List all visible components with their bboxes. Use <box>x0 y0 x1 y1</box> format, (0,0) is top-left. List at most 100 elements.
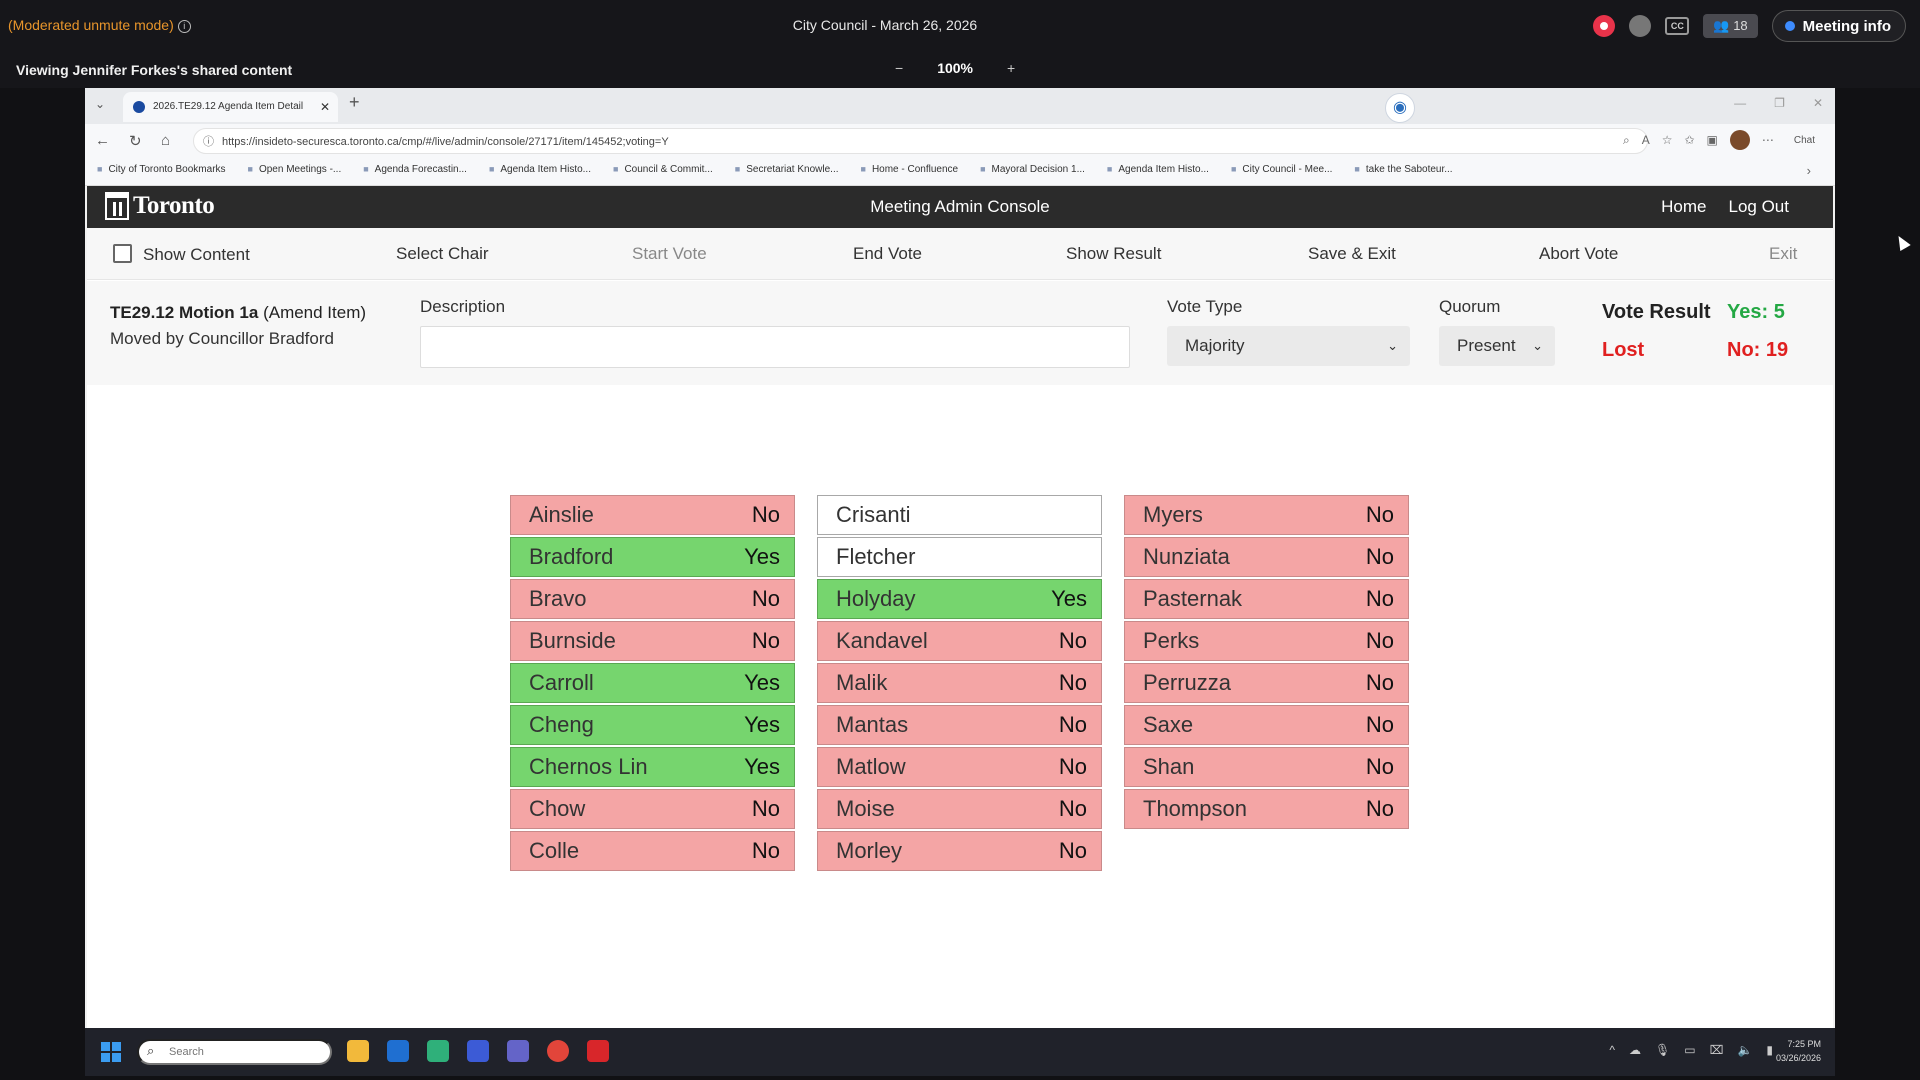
show-content-checkbox[interactable] <box>113 244 132 263</box>
favorite-icon[interactable]: ☆ <box>1661 133 1673 147</box>
councillor-vote-row[interactable]: Bravo No <box>510 579 795 619</box>
zoom-in-button[interactable]: + <box>1007 60 1016 76</box>
acrobat-icon[interactable] <box>587 1040 609 1062</box>
file-explorer-icon[interactable] <box>347 1040 369 1062</box>
councillor-vote-row[interactable]: Moise No <box>817 789 1102 829</box>
reload-icon[interactable]: ↻ <box>129 133 142 150</box>
volume-icon[interactable]: 🔈 <box>1737 1043 1753 1057</box>
windows-start-icon[interactable] <box>101 1042 121 1062</box>
councillor-vote-row[interactable]: Pasternak No <box>1124 579 1409 619</box>
councillor-vote-row[interactable]: Chernos Lin Yes <box>510 747 795 787</box>
show-content-toggle[interactable]: Show Content <box>113 244 250 265</box>
councillor-vote-row[interactable]: Nunziata No <box>1124 537 1409 577</box>
select-chair-button[interactable]: Select Chair <box>396 244 489 263</box>
url-field[interactable]: https://insideto-securesca.toronto.ca/cm… <box>193 128 1648 155</box>
mic-icon[interactable]: 🎙 <box>1655 1043 1671 1057</box>
new-tab-icon[interactable]: + <box>349 92 360 112</box>
chrome-icon[interactable] <box>547 1040 569 1062</box>
councillor-vote-row[interactable]: Bradford Yes <box>510 537 795 577</box>
councillor-vote-row[interactable]: Kandavel No <box>817 621 1102 661</box>
word-icon[interactable] <box>467 1040 489 1062</box>
bookmark-item[interactable]: Agenda Forecastin... <box>363 164 467 175</box>
councillor-vote-row[interactable]: Perruzza No <box>1124 663 1409 703</box>
councillor-vote-row[interactable]: Mantas No <box>817 705 1102 745</box>
councillor-vote-row[interactable]: Saxe No <box>1124 705 1409 745</box>
teams-icon[interactable] <box>507 1040 529 1062</box>
councillor-vote-row[interactable]: Malik No <box>817 663 1102 703</box>
councillor-vote-row[interactable]: Morley No <box>817 831 1102 871</box>
browser-tab[interactable]: 2026.TE29.12 Agenda Item Detail ✕ <box>123 92 338 122</box>
profile-avatar[interactable] <box>1729 130 1750 150</box>
display-icon[interactable]: ▭ <box>1684 1043 1696 1057</box>
councillor-vote-row[interactable]: Crisanti <box>817 495 1102 535</box>
vote-type-select[interactable]: Majority ⌄ <box>1167 326 1410 366</box>
zoom-out-button[interactable]: − <box>895 60 904 76</box>
copilot-chat-button[interactable]: Chat <box>1793 134 1815 146</box>
show-result-button[interactable]: Show Result <box>1066 244 1162 263</box>
edge-icon[interactable] <box>427 1040 449 1062</box>
councillor-vote: No <box>1365 796 1394 821</box>
network-icon[interactable]: ⌧ <box>1709 1043 1724 1057</box>
captions-icon[interactable]: CC <box>1665 17 1690 35</box>
outlook-icon[interactable] <box>387 1040 409 1062</box>
home-link[interactable]: Home <box>1661 197 1707 216</box>
recording-icon[interactable] <box>1593 15 1616 37</box>
councillor-vote-row[interactable]: Chow No <box>510 789 795 829</box>
bookmark-item[interactable]: City Council - Mee... <box>1231 164 1332 175</box>
start-vote-button[interactable]: Start Vote <box>632 244 707 263</box>
close-window-icon[interactable]: ✕ <box>1812 96 1823 110</box>
collections-icon[interactable]: ▣ <box>1706 133 1718 147</box>
exit-button[interactable]: Exit <box>1769 244 1798 263</box>
bookmark-item[interactable]: Open Meetings -... <box>248 164 341 175</box>
zoom-icon[interactable]: ⌕ <box>1622 132 1630 147</box>
bookmark-item[interactable]: Mayoral Decision 1... <box>980 164 1085 175</box>
back-icon[interactable]: ← <box>95 132 110 149</box>
councillor-vote-row[interactable]: Holyday Yes <box>817 579 1102 619</box>
bookmark-item[interactable]: take the Saboteur... <box>1354 164 1453 175</box>
page-title: Meeting Admin Console <box>870 197 1050 216</box>
more-icon[interactable]: ⋯ <box>1761 133 1774 147</box>
bookmark-item[interactable]: Agenda Item Histo... <box>489 164 591 175</box>
bookmark-item[interactable]: Council & Commit... <box>613 164 712 175</box>
favorites-icon[interactable]: ✩ <box>1684 133 1695 147</box>
councillor-vote-row[interactable]: Ainslie No <box>510 495 795 535</box>
home-icon[interactable]: ⌂ <box>161 132 171 149</box>
councillor-vote-row[interactable]: Colle No <box>510 831 795 871</box>
councillor-vote-row[interactable]: Perks No <box>1124 621 1409 661</box>
taskbar-clock[interactable]: 7:25 PM 03/26/2026 <box>1776 1037 1821 1065</box>
taskbar-search-input[interactable] <box>137 1039 332 1065</box>
info-icon[interactable]: i <box>177 20 191 33</box>
copilot-icon[interactable]: ◉ <box>1385 93 1415 123</box>
tab-dropdown-icon[interactable]: ⌄ <box>95 97 106 111</box>
meeting-info-button[interactable]: Meeting info <box>1771 10 1906 42</box>
councillor-vote-row[interactable]: Myers No <box>1124 495 1409 535</box>
restore-icon[interactable]: ❐ <box>1774 96 1785 110</box>
councillor-vote-row[interactable]: Shan No <box>1124 747 1409 787</box>
councillor-vote-row[interactable]: Matlow No <box>817 747 1102 787</box>
bookmark-item[interactable]: City of Toronto Bookmarks <box>97 164 225 175</box>
quorum-select[interactable]: Present ⌄ <box>1439 326 1555 366</box>
tray-chevron-icon[interactable]: ^ <box>1609 1043 1616 1057</box>
councillor-vote-row[interactable]: Fletcher <box>817 537 1102 577</box>
abort-vote-button[interactable]: Abort Vote <box>1539 244 1619 263</box>
councillor-vote-row[interactable]: Thompson No <box>1124 789 1409 829</box>
minimize-icon[interactable]: — <box>1734 96 1747 110</box>
battery-icon[interactable]: ▮ <box>1766 1043 1773 1057</box>
participants-count[interactable]: 👥 18 <box>1703 14 1758 38</box>
toronto-logo[interactable]: Toronto <box>105 192 215 220</box>
councillor-vote-row[interactable]: Cheng Yes <box>510 705 795 745</box>
bookmark-item[interactable]: Home - Confluence <box>861 164 958 175</box>
reactions-icon[interactable] <box>1629 15 1652 37</box>
read-aloud-icon[interactable]: A <box>1641 133 1650 147</box>
save-exit-button[interactable]: Save & Exit <box>1308 244 1396 263</box>
end-vote-button[interactable]: End Vote <box>853 244 923 263</box>
bookmark-item[interactable]: Agenda Item Histo... <box>1107 164 1209 175</box>
bookmark-item[interactable]: Secretariat Knowle... <box>735 164 838 175</box>
description-input[interactable] <box>420 326 1130 368</box>
councillor-vote-row[interactable]: Burnside No <box>510 621 795 661</box>
councillor-vote-row[interactable]: Carroll Yes <box>510 663 795 703</box>
close-tab-icon[interactable]: ✕ <box>319 100 330 114</box>
onedrive-icon[interactable]: ☁ <box>1629 1043 1642 1057</box>
more-bookmarks-icon[interactable]: › <box>1806 163 1811 178</box>
logout-link[interactable]: Log Out <box>1728 197 1790 216</box>
